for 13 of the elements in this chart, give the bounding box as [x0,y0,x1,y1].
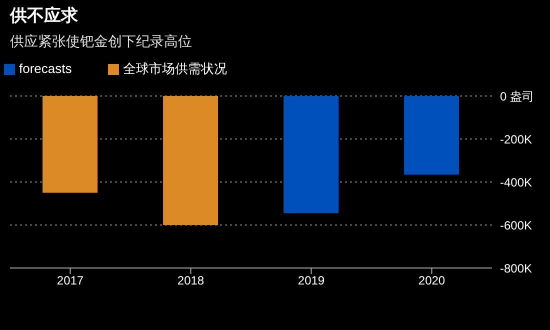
y-tick-label: -400K [500,175,532,190]
y-tick-label: -800K [500,261,532,276]
legend-label: forecasts [19,61,72,76]
chart-subtitle: 供应紧张使钯金创下纪录高位 [10,33,192,51]
chart-title: 供不应求 [10,5,78,27]
y-tick-label: -200K [500,132,532,146]
y-tick-label: -600K [500,218,532,232]
legend-label: 全球市场供需状况 [122,61,227,76]
x-tick-label: 2018 [177,274,204,288]
x-tick-label: 2019 [298,274,325,288]
y-tick-label: 0 盎司 [500,89,534,104]
x-tick-label: 2017 [56,274,84,288]
x-tick-label: 2020 [418,274,446,288]
